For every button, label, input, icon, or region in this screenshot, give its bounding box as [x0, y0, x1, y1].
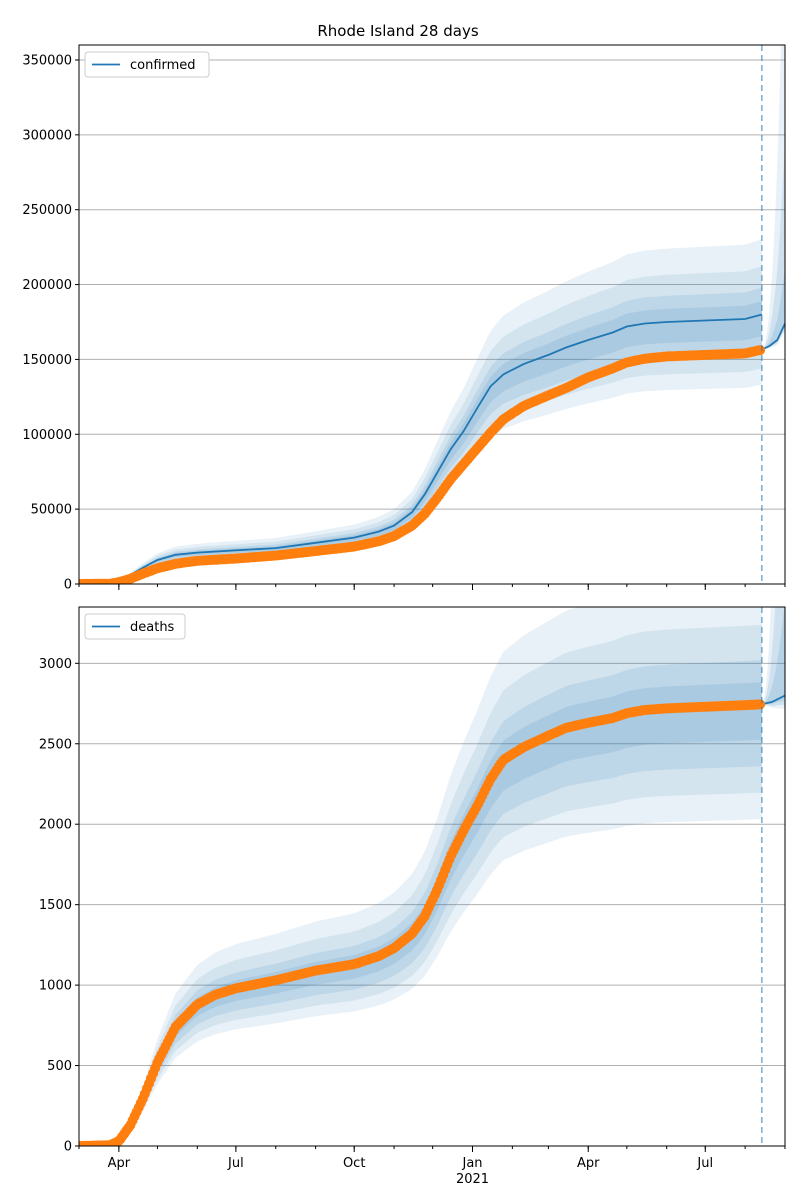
y-tick-label: 250000 [22, 203, 72, 218]
forecast-line [761, 323, 785, 351]
observed-points [79, 699, 766, 1146]
legend: confirmed [84, 51, 210, 78]
uncertainty-band [79, 607, 762, 1146]
uncertainty-bands [79, 45, 785, 584]
x-tick-label: Oct [343, 1156, 365, 1171]
y-tick-label: 2000 [39, 818, 72, 833]
axes-frame [78, 44, 786, 585]
y-tick-label: 1500 [39, 898, 72, 913]
legend-box [84, 613, 186, 640]
observed-points [79, 345, 766, 584]
forecast-band [761, 607, 785, 706]
uncertainty-band [79, 266, 762, 584]
uncertainty-band [79, 301, 762, 584]
y-tick-label: 300000 [22, 128, 72, 143]
uncertainty-band [79, 287, 762, 584]
deaths-panel: 0 500 1000 1500 2000 2500 3000 Apr Jul Oct Jan Apr J… [39, 606, 786, 1187]
forecast-band [761, 268, 785, 350]
forecast-band [761, 141, 785, 350]
forecast-band [761, 607, 785, 705]
observed-point [755, 345, 766, 356]
uncertainty-band [79, 660, 762, 1146]
uncertainty-band [79, 624, 762, 1146]
legend-label: confirmed [130, 58, 196, 73]
x-tick-label: Apr [577, 1156, 600, 1171]
x-tick-label: Jan [461, 1156, 482, 1171]
legend-box [84, 51, 210, 78]
confirmed-panel: 0 50000 100000 150000 200000 250000 300000 3500… [22, 44, 786, 593]
y-tick-label: 200000 [22, 278, 72, 293]
y-tick-label: 2500 [39, 737, 72, 752]
forecast-band [761, 607, 785, 709]
y-tick-label: 1000 [39, 979, 72, 994]
y-tick-label: 150000 [22, 353, 72, 368]
x-tick-label: Jul [696, 1156, 713, 1171]
y-tick-label: 500 [47, 1059, 72, 1074]
y-tick-label: 50000 [31, 503, 72, 518]
x-tick-label: Apr [108, 1156, 131, 1171]
uncertainty-band [79, 239, 762, 584]
y-tick-label: 100000 [22, 428, 72, 443]
axes-frame [78, 606, 786, 1147]
y-tick-label: 3000 [39, 657, 72, 672]
y-tick-label: 350000 [22, 53, 72, 68]
forecast-line [761, 694, 785, 706]
legend: deaths [84, 613, 186, 640]
x-year-label: 2021 [456, 1172, 489, 1187]
forecast-band [761, 45, 785, 350]
chart-title: Rhode Island 28 days [317, 22, 478, 40]
observed-point [755, 699, 766, 710]
x-tick-label: Jul [227, 1156, 244, 1171]
legend-label: deaths [130, 620, 175, 635]
model-line [79, 313, 763, 584]
y-tick-label: 0 [64, 1140, 72, 1155]
y-tick-label: 0 [64, 578, 72, 593]
